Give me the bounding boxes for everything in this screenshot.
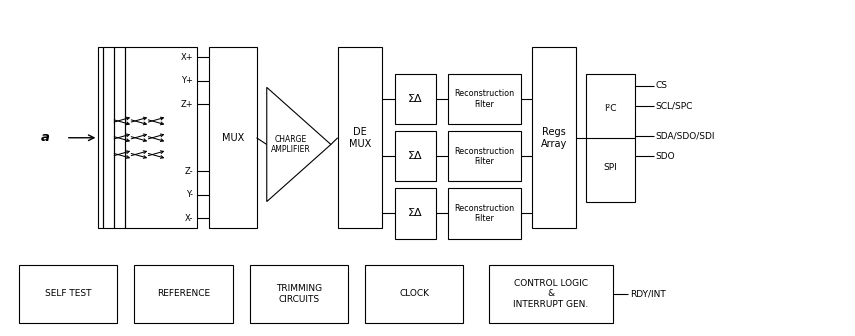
Text: Y-: Y-: [186, 191, 193, 199]
Text: RDY/INT: RDY/INT: [630, 290, 666, 298]
Text: DE
MUX: DE MUX: [349, 127, 371, 149]
Text: Z+: Z+: [180, 100, 193, 109]
Bar: [365, 265, 463, 323]
Bar: [395, 188, 436, 239]
Bar: [586, 74, 635, 202]
Text: CLOCK: CLOCK: [399, 290, 429, 298]
Text: CHARGE
AMPLIFIER: CHARGE AMPLIFIER: [271, 135, 311, 154]
Text: ΣΔ: ΣΔ: [408, 94, 423, 104]
Text: REFERENCE: REFERENCE: [156, 290, 210, 298]
Text: Y+: Y+: [181, 76, 193, 85]
Bar: [532, 47, 576, 228]
Text: CS: CS: [656, 81, 668, 90]
Text: ΣΔ: ΣΔ: [408, 151, 423, 161]
Text: Reconstruction
Filter: Reconstruction Filter: [454, 204, 515, 223]
Bar: [448, 74, 521, 124]
Text: Z-: Z-: [185, 167, 193, 176]
Text: Reconstruction
Filter: Reconstruction Filter: [454, 146, 515, 166]
Text: SDA/SDO/SDI: SDA/SDO/SDI: [656, 132, 716, 140]
Bar: [250, 265, 348, 323]
Bar: [395, 74, 436, 124]
Text: SCL/SPC: SCL/SPC: [656, 101, 693, 110]
Text: TRIMMING
CIRCUITS: TRIMMING CIRCUITS: [276, 284, 321, 304]
Bar: [209, 47, 256, 228]
Bar: [134, 265, 233, 323]
Text: ΣΔ: ΣΔ: [408, 208, 423, 218]
Text: SDO: SDO: [656, 152, 675, 161]
Bar: [489, 265, 613, 323]
Bar: [19, 265, 117, 323]
Bar: [448, 188, 521, 239]
Text: SPI: SPI: [604, 163, 617, 172]
Text: CONTROL LOGIC
&
INTERRUPT GEN.: CONTROL LOGIC & INTERRUPT GEN.: [513, 279, 589, 309]
Text: Regs
Array: Regs Array: [541, 127, 567, 149]
Text: MUX: MUX: [221, 133, 245, 143]
Bar: [98, 47, 197, 228]
Text: $\boldsymbol{a}$: $\boldsymbol{a}$: [40, 131, 50, 144]
Bar: [448, 131, 521, 181]
Text: SELF TEST: SELF TEST: [44, 290, 91, 298]
Bar: [395, 131, 436, 181]
Text: Reconstruction
Filter: Reconstruction Filter: [454, 89, 515, 109]
Text: X+: X+: [180, 53, 193, 61]
Bar: [338, 47, 382, 228]
Text: X-: X-: [185, 214, 193, 223]
Text: I²C: I²C: [604, 104, 616, 113]
